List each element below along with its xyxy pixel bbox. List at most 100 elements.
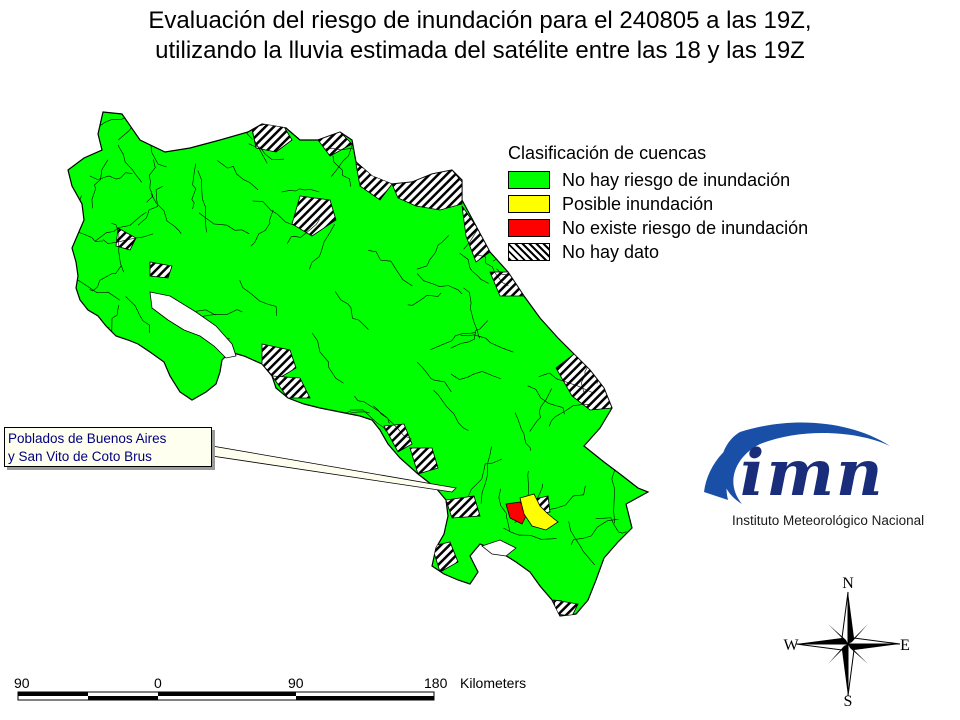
basin-boundary-line [217,160,259,191]
callout-line-2: y San Vito de Coto Brus [8,449,152,464]
basin-boundary-line [350,409,387,432]
basin-boundary-line [527,385,565,415]
legend-item-possible: Posible inundación [508,192,808,216]
basin-boundary-line [480,446,492,504]
basin-boundary-line [197,170,207,233]
basin-boundary-line [450,371,502,380]
basin-boundary-line [185,408,239,427]
basin-boundary-line [364,533,399,577]
basin-boundary-line [145,486,177,546]
basin-boundary-line [198,212,250,235]
compass-e: E [900,637,910,654]
basin-boundary-line [191,163,197,210]
basin-boundary-line [137,186,163,226]
basin-boundary-line [316,568,359,588]
legend-swatch-green [508,171,550,189]
basin-boundary-line [570,519,619,545]
imn-subtitle: Instituto Meteorológico Nacional [732,513,925,528]
basin-boundary-line [89,172,133,180]
basin-boundary-line [93,567,148,577]
basin-boundary-line [548,485,586,510]
gulf-water [149,291,237,359]
title-line-1: Evaluación del riesgo de inundación para… [148,7,812,34]
basin-boundary-line [388,501,450,511]
legend-label: No hay riesgo de inundación [562,169,791,190]
basin-boundary-line [94,211,147,242]
basin-boundary-line [309,224,335,270]
basin-boundary-line [334,291,369,330]
basin-boundary-line [125,296,150,334]
callout-line-1: Poblados de Buenos Aires [8,431,167,446]
basin-boundary-line [459,252,489,284]
basin-boundary-line [368,250,413,287]
imn-logo-graphic [704,422,890,504]
basin-boundary-line [620,427,644,471]
basin-boundary-line [182,112,235,127]
legend-swatch-hatched [508,243,550,261]
legend-swatch-red [508,219,550,237]
basin-boundary-line [579,285,588,331]
basin-boundary-line [525,112,542,140]
basin-boundary-line [237,501,275,546]
basin-boundary-line [548,404,590,427]
basin-boundary-line [567,293,597,323]
basin-boundary-line [89,392,124,427]
basin-boundary-line [450,320,489,349]
basin-boundary-line [579,329,623,358]
basin-boundary-line [184,547,234,559]
basin-boundary-line [631,546,648,583]
basin-boundary-line [365,613,407,616]
basin-boundary-line [442,588,482,616]
basin-boundary-line [135,493,152,535]
basin-boundary-line [239,433,276,447]
basin-boundary-line [596,346,628,384]
basin-boundary-line [89,265,122,292]
basin-boundary-line [346,547,360,573]
basin-boundary-line [111,222,124,273]
callout-leader [211,445,457,493]
basin-boundary-line [102,233,154,245]
compass-s: S [844,693,853,710]
basin-boundary-line [133,553,173,592]
basin-boundary-line [91,159,109,209]
imn-wordmark: imn [740,436,885,511]
basin-boundary-line [323,591,368,611]
basin-boundary-line [360,432,388,476]
basin-boundary-line [462,583,477,616]
basin-boundary-line [433,390,469,431]
basin-boundary-line [429,332,476,351]
basin-boundary-line [595,517,627,534]
basin-boundary-line [460,334,514,353]
basin-boundary-line [311,332,344,384]
basin-boundary-line [184,487,207,536]
legend-label: Posible inundación [562,193,714,214]
basin-boundary-line [300,465,317,513]
basin-boundary-line [252,200,296,227]
basin-boundary-line [150,193,182,234]
basin-boundary-line [578,275,625,295]
basin-boundary-line [463,287,480,339]
basin-boundary-line [416,235,450,270]
scale-bar [17,691,435,701]
basin-boundary-line [347,605,374,616]
basin-boundary-line [476,254,509,287]
scale-label-2: 0 [154,675,162,691]
scale-unit: Kilometers [460,675,527,691]
basin-boundary-line [468,458,503,496]
legend-item-red: No existe riesgo de inundación [508,216,808,240]
legend-item-no-risk: No hay riesgo de inundación [508,168,808,192]
legend-label: No hay dato [562,241,660,262]
legend-label: No existe riesgo de inundación [562,217,809,238]
map-title: Evaluación del riesgo de inundación para… [0,6,960,66]
basin-boundary-line [366,607,424,616]
basin-boundary-line [373,405,412,440]
south-gulf-water [481,539,517,557]
basin-boundary-line [568,521,596,566]
basin-boundary-line [250,209,274,247]
basin-boundary-line [633,393,641,443]
basin-boundary-line [361,597,392,616]
basin-boundary-line [498,488,510,531]
basin-boundary-line [68,260,75,294]
basin-boundary-line [642,461,648,491]
basin-boundary-line [503,527,557,540]
